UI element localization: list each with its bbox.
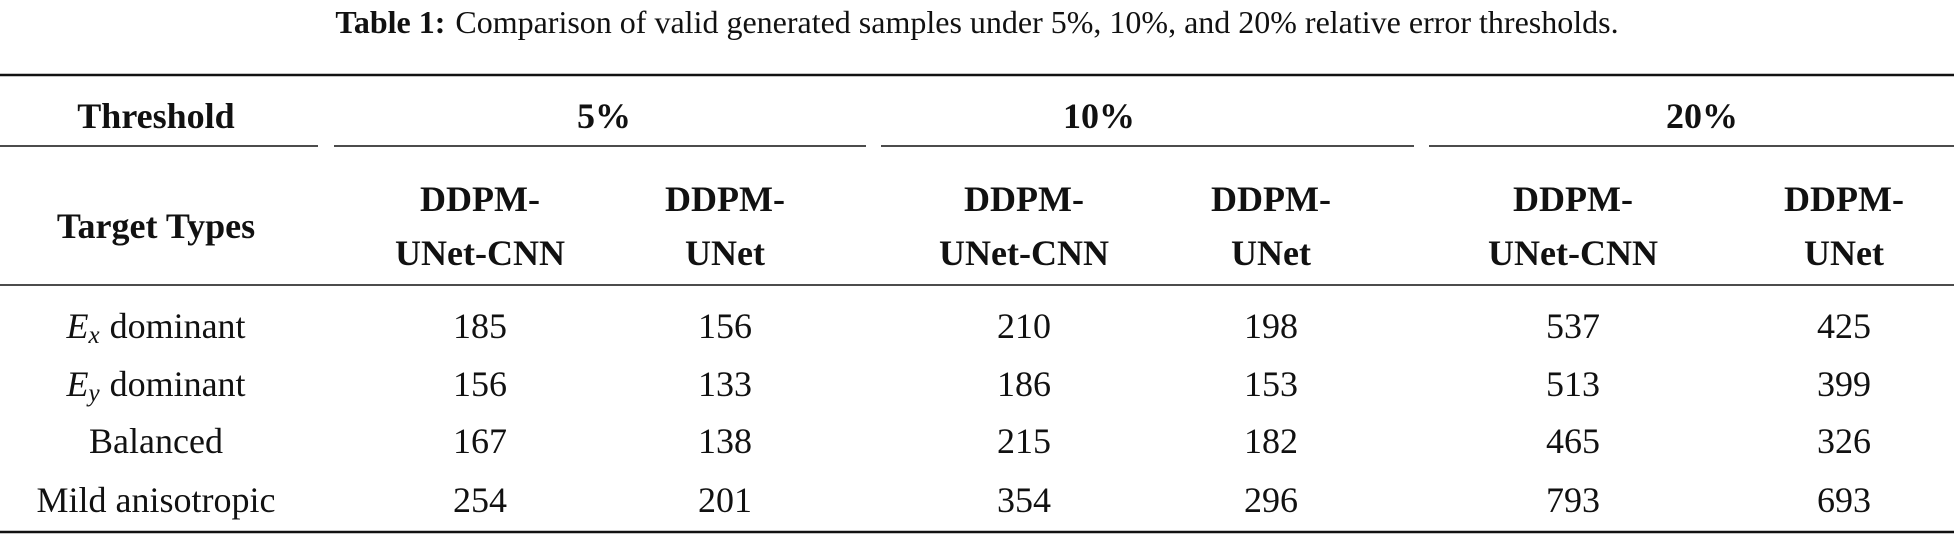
group-header: 5% bbox=[577, 96, 631, 136]
model-header: UNet bbox=[1231, 233, 1311, 273]
cell: 182 bbox=[1244, 421, 1298, 461]
cell: 693 bbox=[1817, 480, 1871, 520]
model-header: UNet-CNN bbox=[939, 233, 1109, 273]
cell: 399 bbox=[1817, 364, 1871, 404]
cell: 465 bbox=[1546, 421, 1600, 461]
cell: 513 bbox=[1546, 364, 1600, 404]
model-header: DDPM- bbox=[1784, 179, 1904, 219]
caption: Table 1: Comparison of valid generated sa… bbox=[335, 4, 1618, 40]
cell: 793 bbox=[1546, 480, 1600, 520]
symbol: E bbox=[65, 306, 88, 346]
cell: 133 bbox=[698, 364, 752, 404]
model-header: DDPM- bbox=[665, 179, 785, 219]
row-label: Balanced bbox=[89, 421, 223, 461]
cell: 186 bbox=[997, 364, 1051, 404]
model-header: UNet-CNN bbox=[395, 233, 565, 273]
label-text: dominant bbox=[110, 364, 246, 404]
group-header: 10% bbox=[1063, 96, 1135, 136]
cell: 354 bbox=[997, 480, 1051, 520]
cell: 138 bbox=[698, 421, 752, 461]
group-header: 20% bbox=[1666, 96, 1738, 136]
cell: 153 bbox=[1244, 364, 1298, 404]
cell: 198 bbox=[1244, 306, 1298, 346]
model-header: DDPM- bbox=[420, 179, 540, 219]
cell: 156 bbox=[453, 364, 507, 404]
row-label: Mild anisotropic bbox=[37, 480, 276, 520]
model-header: UNet-CNN bbox=[1488, 233, 1658, 273]
cell: 210 bbox=[997, 306, 1051, 346]
symbol: E bbox=[65, 364, 88, 404]
label-text: dominant bbox=[110, 306, 246, 346]
row-label: Ey dominant bbox=[65, 364, 245, 407]
cell: 167 bbox=[453, 421, 507, 461]
cell: 156 bbox=[698, 306, 752, 346]
model-header: UNet bbox=[1804, 233, 1884, 273]
cell: 296 bbox=[1244, 480, 1298, 520]
model-header: UNet bbox=[685, 233, 765, 273]
header-threshold: Threshold bbox=[77, 96, 234, 136]
header-target-types: Target Types bbox=[57, 206, 255, 246]
cell: 185 bbox=[453, 306, 507, 346]
cell: 537 bbox=[1546, 306, 1600, 346]
caption-text: Comparison of valid generated samples un… bbox=[455, 4, 1618, 40]
cell: 254 bbox=[453, 480, 507, 520]
cell: 201 bbox=[698, 480, 752, 520]
caption-label: Table 1: bbox=[335, 4, 445, 40]
subscript: y bbox=[85, 380, 100, 407]
model-header: DDPM- bbox=[1211, 179, 1331, 219]
subscript: x bbox=[87, 322, 99, 349]
cell: 326 bbox=[1817, 421, 1871, 461]
cell: 215 bbox=[997, 421, 1051, 461]
model-header: DDPM- bbox=[1513, 179, 1633, 219]
cell: 425 bbox=[1817, 306, 1871, 346]
model-header: DDPM- bbox=[964, 179, 1084, 219]
row-label: Ex dominant bbox=[65, 306, 245, 349]
